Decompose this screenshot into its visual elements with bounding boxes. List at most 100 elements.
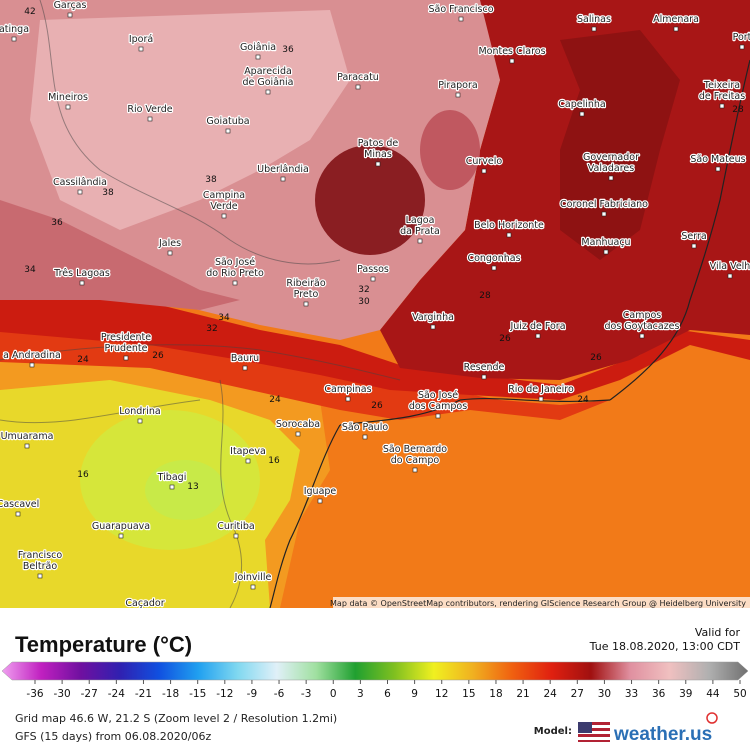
city-label: dos Campos (409, 401, 467, 412)
city-marker (481, 374, 487, 380)
city-marker (345, 396, 351, 402)
city-label: Umuarama (1, 431, 54, 442)
city-label: Salinas (577, 14, 611, 25)
city-label: São Francisco (428, 4, 493, 15)
city-label: Mineiros (48, 92, 88, 103)
city-label: Cassilândia (53, 177, 107, 188)
brand: weather.us (613, 724, 712, 745)
contour-label: 16 (268, 456, 280, 466)
city-label: Uberlândia (257, 164, 309, 175)
city-marker (481, 168, 487, 174)
city-label: Rio de Janeiro (508, 384, 574, 395)
city-label: São José (418, 390, 458, 401)
city-label: Vila Velh (710, 261, 750, 272)
contour-label: 24 (269, 395, 281, 405)
city-label: dos Goytacazes (605, 321, 680, 332)
city-label: Prudente (105, 343, 148, 354)
city-marker (65, 104, 71, 110)
city-marker (417, 238, 423, 244)
city-marker (412, 467, 418, 473)
city-label: Congonhas (467, 253, 520, 264)
city-marker (24, 443, 30, 449)
city-marker (435, 413, 441, 419)
color-bar-tick-label: 36 (652, 688, 666, 700)
city-label: Rio Verde (127, 104, 172, 115)
city-marker (255, 54, 261, 60)
city-marker (455, 92, 461, 98)
color-bar-tick-label: 18 (489, 688, 502, 700)
contour-label: 24 (577, 395, 589, 405)
city-label: Serra (681, 231, 706, 242)
city-marker (579, 111, 585, 117)
city-marker (591, 26, 597, 32)
color-bar-tick-label: 27 (571, 688, 584, 700)
city-label: Capelinha (558, 99, 605, 110)
contour-label: 28 (732, 105, 744, 115)
city-marker (430, 324, 436, 330)
city-label: Coronel Fabriciano (560, 199, 648, 210)
city-marker (138, 46, 144, 52)
city-marker (118, 533, 124, 539)
contour-label: 42 (24, 7, 35, 17)
color-bar-tick-label: 24 (544, 688, 558, 700)
city-marker (639, 333, 645, 339)
city-label: de Freitas (699, 91, 745, 102)
city-label: Londrina (119, 406, 160, 417)
city-label: Verde (210, 201, 237, 212)
city-label: Passos (357, 264, 389, 275)
city-label: atinga (0, 24, 29, 35)
city-marker (221, 213, 227, 219)
city-marker (458, 16, 464, 22)
city-label: Garças (54, 0, 87, 11)
city-marker (608, 175, 614, 181)
city-label: Caçador (125, 598, 164, 609)
city-label: Pirapora (438, 80, 477, 91)
city-label: Francisco (18, 550, 63, 561)
city-marker (245, 458, 251, 464)
city-marker (538, 396, 544, 402)
city-marker (362, 434, 368, 440)
city-label: Minas (364, 149, 392, 160)
city-marker (167, 250, 173, 256)
contour-label: 24 (77, 355, 89, 365)
city-marker (601, 211, 607, 217)
city-marker (317, 498, 323, 504)
city-marker (355, 84, 361, 90)
contour-label: 28 (479, 291, 491, 301)
city-label: Itapeva (230, 446, 266, 457)
color-bar-tick-label: -24 (108, 688, 125, 700)
color-bar-tick-label: 39 (679, 688, 692, 700)
city-marker (15, 511, 21, 517)
city-marker (265, 89, 271, 95)
city-marker (79, 280, 85, 286)
city-marker (123, 355, 129, 361)
color-bar-tick-label: -9 (247, 688, 257, 700)
city-label: Iguape (304, 486, 337, 497)
city-label: Patos de (358, 138, 399, 149)
contour-label: 30 (358, 297, 370, 307)
city-marker (370, 276, 376, 282)
city-marker (11, 36, 17, 42)
city-marker (673, 26, 679, 32)
contour-label: 38 (102, 188, 114, 198)
city-label: Aparecida (244, 66, 292, 77)
city-label: Tibagi (157, 472, 187, 483)
city-label: Belo Horizonte (474, 220, 544, 231)
contour-label: 34 (218, 313, 230, 323)
contour-label: 26 (152, 351, 164, 361)
city-label: Campinas (324, 384, 371, 395)
city-label: Presidente (101, 332, 151, 343)
city-label: São Paulo (342, 422, 388, 433)
city-label: Sorocaba (276, 419, 320, 430)
city-label: Varginha (412, 312, 454, 323)
us-flag (578, 722, 610, 742)
grid-info: Grid map 46.6 W, 21.2 S (Zoom level 2 / … (15, 712, 337, 725)
city-marker (719, 103, 725, 109)
city-marker (250, 584, 256, 590)
color-bar-tick-label: 33 (625, 688, 638, 700)
city-marker (169, 484, 175, 490)
city-label: Lagoa (406, 215, 435, 226)
color-bar-tick-label: 0 (330, 688, 337, 700)
